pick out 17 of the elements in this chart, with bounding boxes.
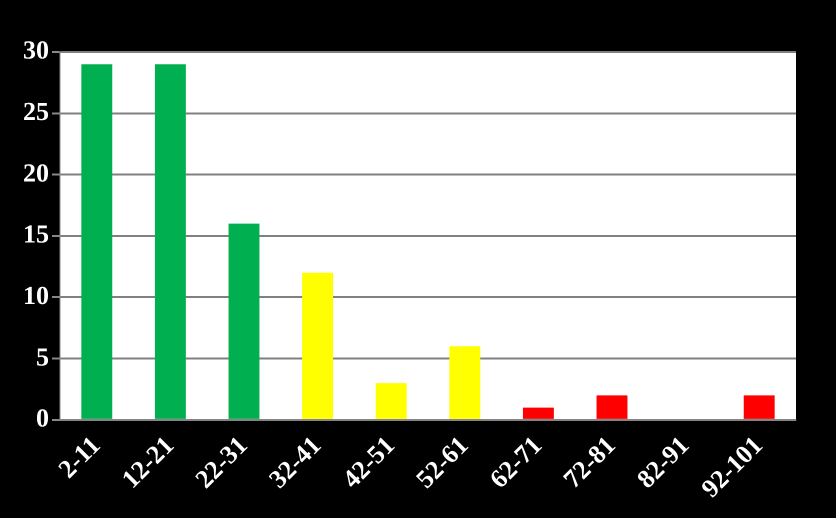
y-tick-label: 15 — [23, 220, 49, 249]
y-tick-label: 0 — [36, 404, 49, 433]
y-tick-label: 20 — [23, 158, 49, 188]
bar — [522, 408, 554, 419]
bar — [154, 64, 186, 419]
y-tick-label: 5 — [36, 342, 49, 372]
bar — [228, 224, 260, 419]
bar — [449, 346, 480, 419]
bar — [744, 395, 775, 419]
bar — [81, 64, 112, 419]
bar — [302, 272, 334, 419]
y-tick-label: 30 — [23, 36, 49, 65]
y-tick-label: 25 — [23, 97, 49, 126]
y-tick-label: 10 — [23, 280, 49, 310]
bar — [376, 383, 407, 419]
x-tick-label: 2-11 — [52, 430, 106, 484]
bar — [596, 395, 628, 419]
